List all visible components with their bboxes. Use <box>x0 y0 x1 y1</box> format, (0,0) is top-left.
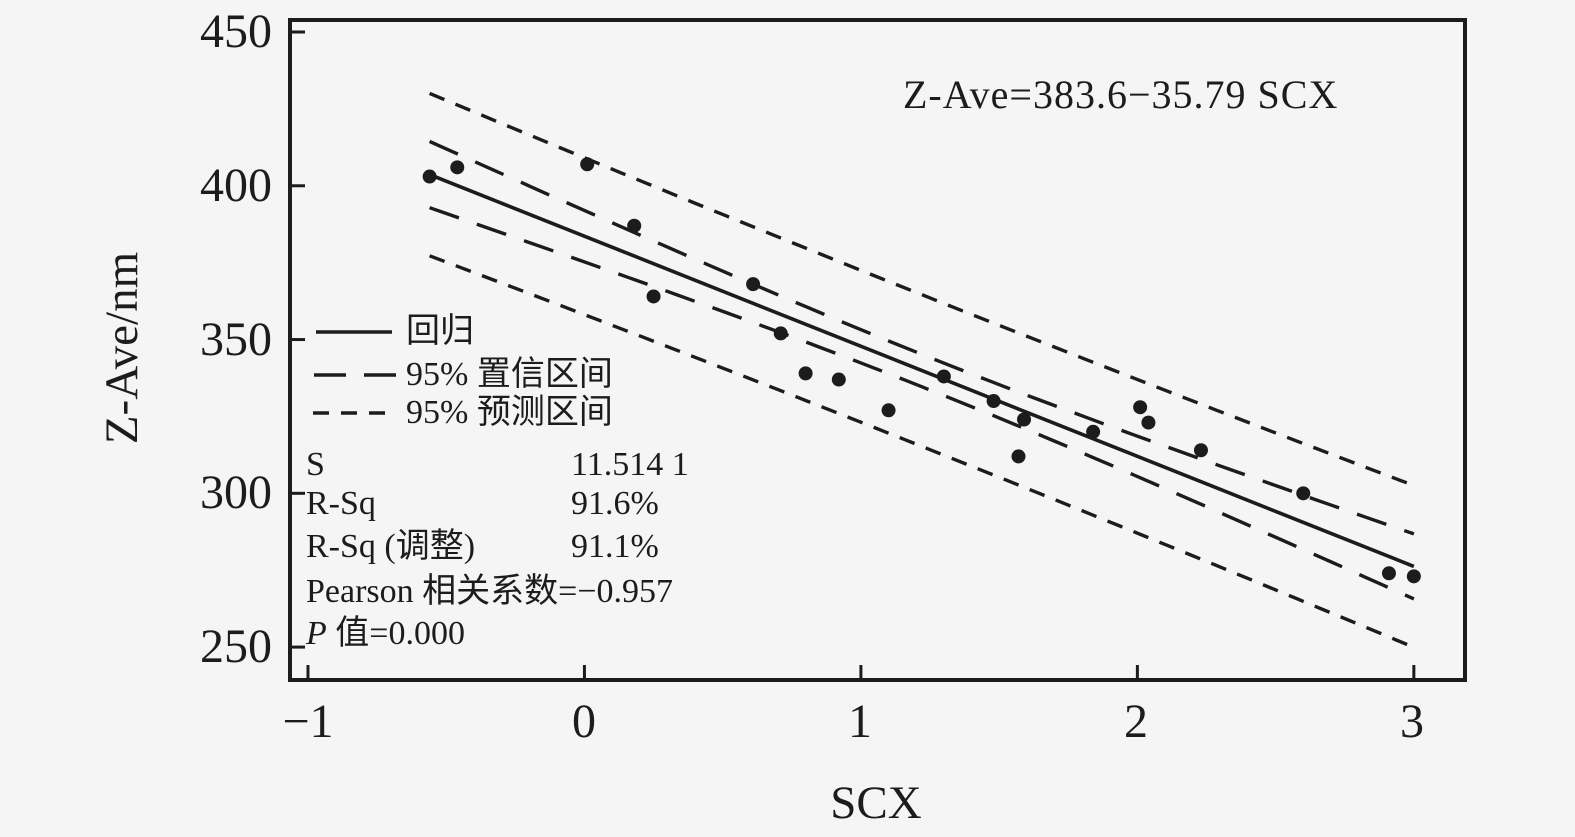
data-point <box>881 403 896 418</box>
data-point <box>1141 415 1156 430</box>
stat-s-label: S <box>306 446 325 483</box>
data-point <box>450 160 465 175</box>
stat-pearson-line: Pearson 相关系数=−0.957 <box>306 573 673 610</box>
regression-equation: Z-Ave=383.6−35.79 SCX <box>903 72 1339 117</box>
data-point <box>1406 569 1421 584</box>
y-tick-label: 400 <box>200 159 272 212</box>
data-point <box>1296 486 1311 501</box>
regression-line <box>428 172 1415 569</box>
data-point <box>627 218 642 233</box>
data-point <box>1381 566 1396 581</box>
data-point <box>798 366 813 381</box>
data-point <box>1011 449 1026 464</box>
data-point <box>1017 412 1032 427</box>
stat-rsq-value: 91.6% <box>571 485 659 522</box>
y-axis-title: Z-Ave/nm <box>96 251 148 445</box>
x-tick-label: 0 <box>572 695 596 748</box>
data-point <box>746 277 761 292</box>
data-point <box>936 369 951 384</box>
prediction-band-upper <box>428 91 1415 488</box>
data-point <box>1133 400 1148 415</box>
x-tick-label: −1 <box>282 695 334 748</box>
stat-s-value: 11.514 1 <box>571 446 689 483</box>
y-tick-label: 300 <box>200 466 272 519</box>
data-point <box>773 326 788 341</box>
stat-rsq-adj-value: 91.1% <box>571 528 659 565</box>
y-tick-label: 250 <box>200 620 272 673</box>
data-point <box>831 372 846 387</box>
data-point <box>986 394 1001 409</box>
confidence-band-upper <box>428 139 1415 536</box>
legend-label-regression: 回归 <box>406 313 474 350</box>
data-point <box>1193 443 1208 458</box>
data-point <box>646 289 661 304</box>
confidence-band-lower <box>429 206 1415 601</box>
stat-rsq-adj-label: R-Sq (调整) <box>306 528 476 565</box>
x-tick-label: 2 <box>1124 695 1148 748</box>
stat-p-rest: 值=0.000 <box>326 615 465 652</box>
x-axis-title: SCX <box>830 777 922 829</box>
data-point <box>580 157 595 172</box>
legend-label-prediction-interval: 95% 预测区间 <box>406 394 613 431</box>
stat-p-symbol: P <box>306 615 327 652</box>
stat-p-value-line: P 值=0.000 <box>306 614 465 654</box>
legend-label-confidence-interval: 95% 置信区间 <box>406 356 613 393</box>
y-tick-label: 350 <box>200 313 272 366</box>
plot-frame <box>288 18 1467 682</box>
prediction-band-lower <box>428 254 1415 649</box>
stat-rsq-label: R-Sq <box>306 485 376 522</box>
y-tick-label: 450 <box>200 5 272 58</box>
data-point <box>422 169 437 184</box>
x-tick-label: 3 <box>1400 695 1424 748</box>
x-tick-label: 1 <box>848 695 872 748</box>
data-point <box>1086 424 1101 439</box>
